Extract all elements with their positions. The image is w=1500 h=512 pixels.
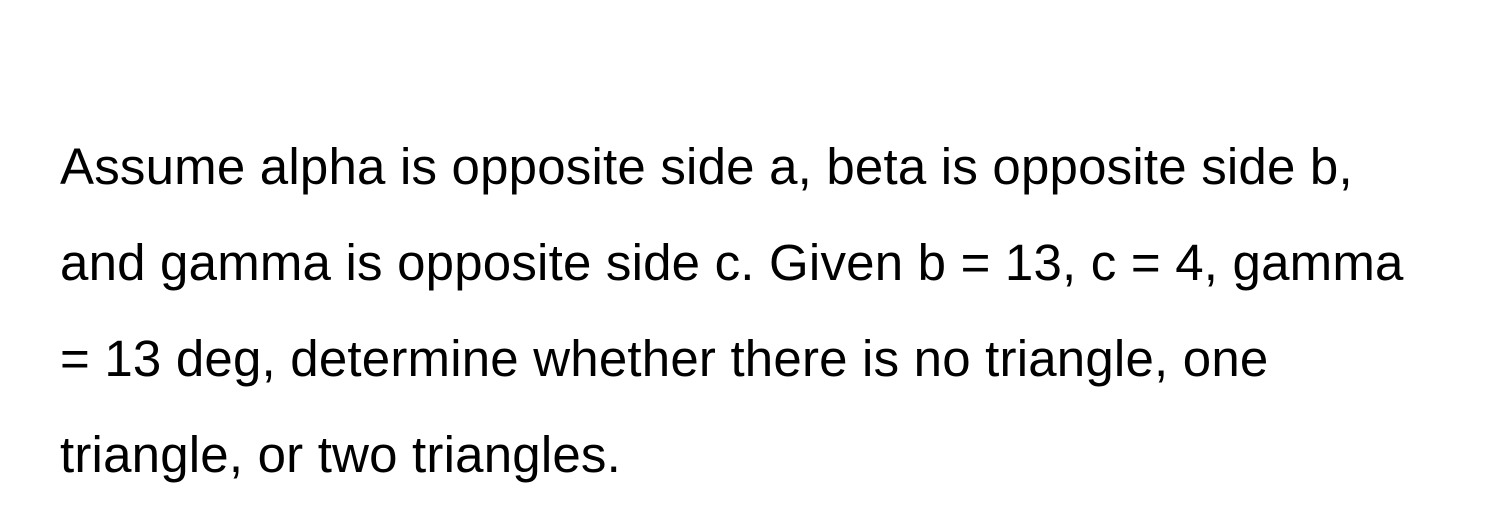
problem-text: Assume alpha is opposite side a, beta is… [60, 119, 1420, 503]
problem-container: Assume alpha is opposite side a, beta is… [0, 0, 1500, 512]
